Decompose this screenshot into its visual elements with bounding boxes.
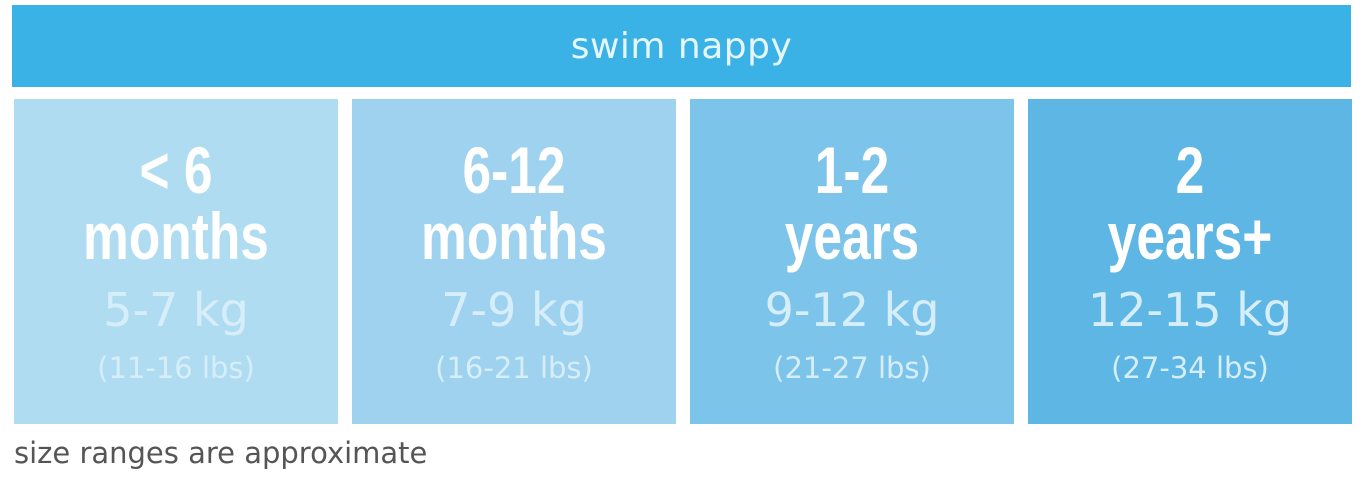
age-line1: < 6 — [139, 133, 213, 207]
age-line2: months — [421, 199, 607, 273]
footnote: size ranges are approximate — [14, 436, 428, 470]
title-banner: swim nappy — [12, 5, 1351, 87]
size-card: < 6 months 5-7 kg (11-16 lbs) — [14, 99, 338, 424]
age-line1: 2 — [1175, 133, 1205, 207]
weight-lbs: (16-21 lbs) — [435, 351, 593, 385]
size-card: 2 years+ 12-15 kg (27-34 lbs) — [1028, 99, 1352, 424]
size-card: 6-12 months 7-9 kg (16-21 lbs) — [352, 99, 676, 424]
age-line2: years — [784, 199, 920, 273]
age-line2: months — [83, 199, 269, 273]
weight-lbs: (27-34 lbs) — [1111, 351, 1269, 385]
title: swim nappy — [570, 25, 793, 67]
weight-kg: 9-12 kg — [764, 283, 940, 337]
weight-kg: 5-7 kg — [103, 283, 249, 337]
age-line2: years+ — [1107, 199, 1273, 273]
weight-lbs: (21-27 lbs) — [773, 351, 931, 385]
age-line1: 6-12 — [462, 133, 566, 207]
size-card: 1-2 years 9-12 kg (21-27 lbs) — [690, 99, 1014, 424]
weight-lbs: (11-16 lbs) — [97, 351, 255, 385]
age-line1: 1-2 — [814, 133, 890, 207]
weight-kg: 7-9 kg — [441, 283, 587, 337]
weight-kg: 12-15 kg — [1087, 283, 1293, 337]
